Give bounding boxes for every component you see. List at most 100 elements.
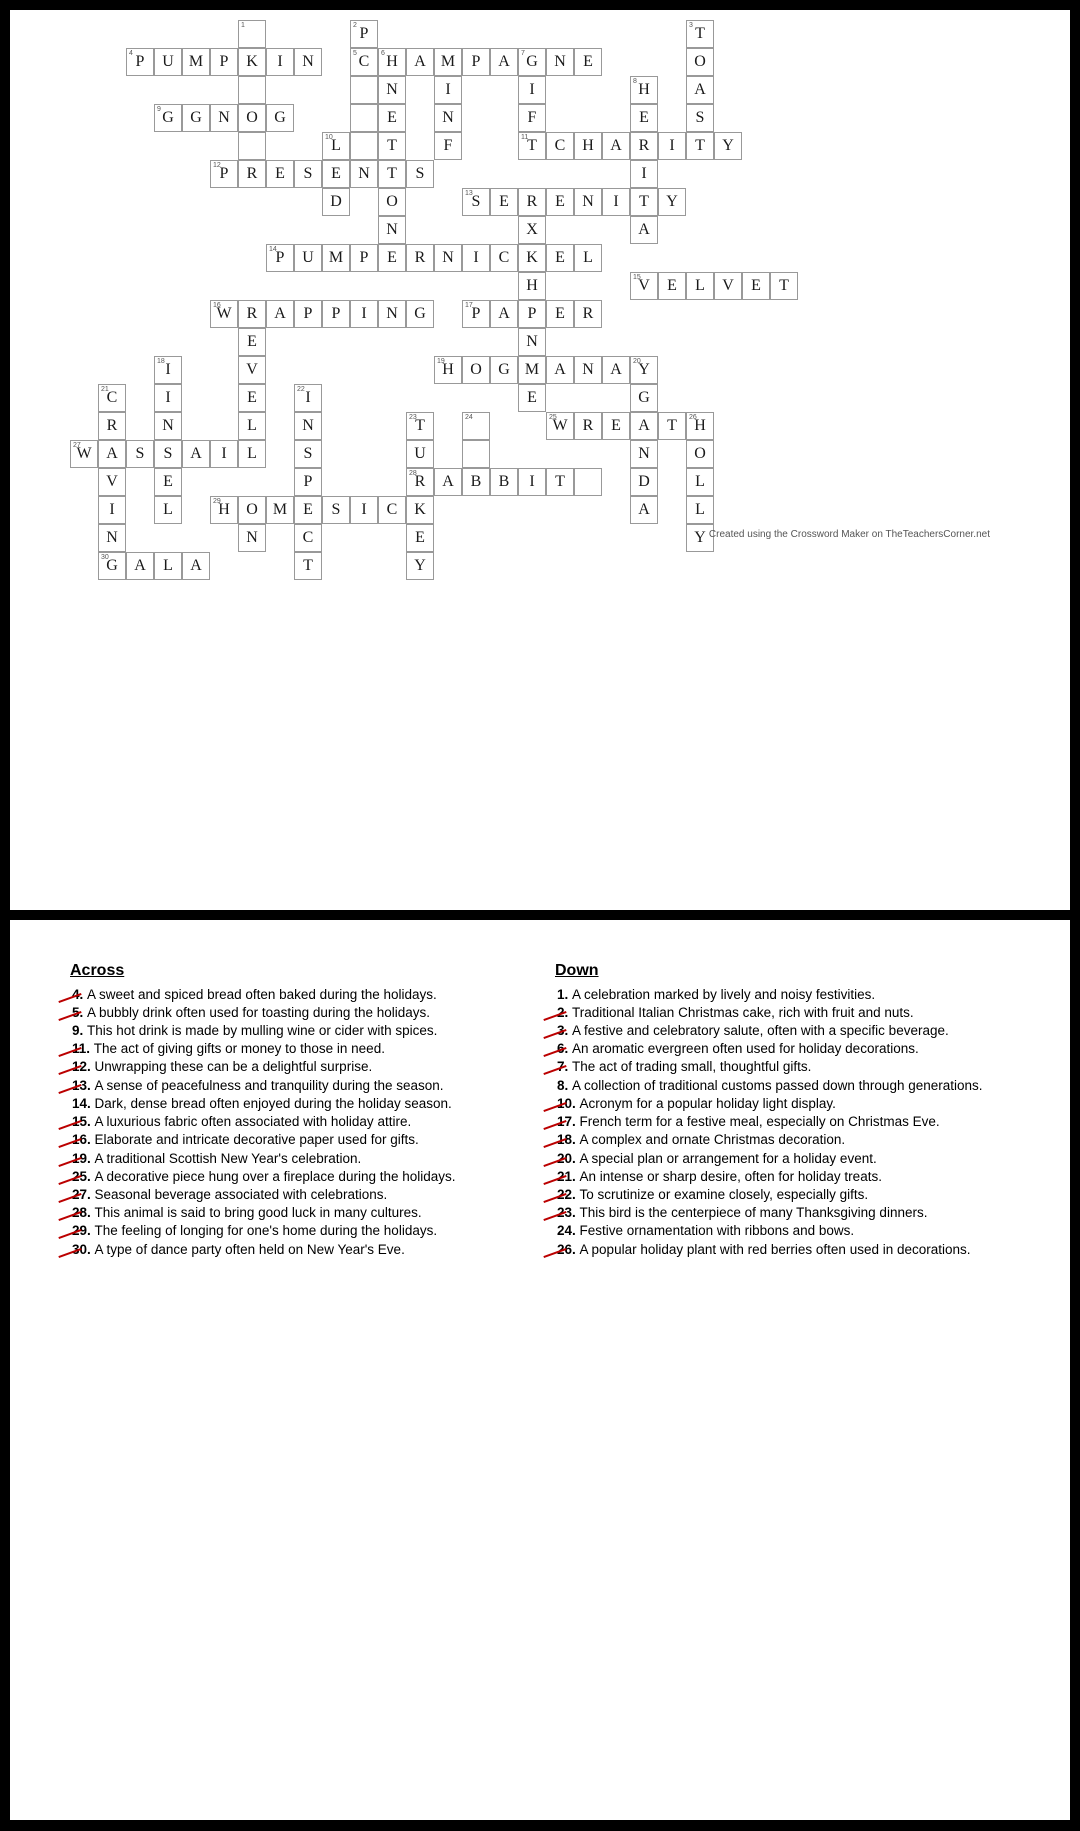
clue-text: A popular holiday plant with red berries… xyxy=(580,1242,971,1257)
crossword-cell: X xyxy=(518,216,546,244)
cell-letter: S xyxy=(304,445,313,463)
crossword-cell xyxy=(462,440,490,468)
crossword-cell: I xyxy=(210,440,238,468)
crossword-cell: N xyxy=(518,328,546,356)
clue-text: This animal is said to bring good luck i… xyxy=(95,1205,422,1220)
cell-letter: R xyxy=(247,305,258,323)
crossword-cell: N xyxy=(350,160,378,188)
cell-letter: H xyxy=(386,53,398,71)
crossword-cell: N xyxy=(434,244,462,272)
crossword-cell: E xyxy=(322,160,350,188)
clues-container: Across 4. A sweet and spiced bread often… xyxy=(70,960,1010,1259)
crossword-cell: 2P xyxy=(350,20,378,48)
crossword-cell: D xyxy=(630,468,658,496)
clue-number: 4. xyxy=(72,987,87,1002)
crossword-cell: 11T xyxy=(518,132,546,160)
crossword-cell xyxy=(238,132,266,160)
crossword-cell: O xyxy=(462,356,490,384)
cell-letter: H xyxy=(638,81,650,99)
cell-letter: H xyxy=(694,417,706,435)
cell-letter: K xyxy=(414,501,426,519)
clue-item: 13. A sense of peacefulness and tranquil… xyxy=(70,1077,525,1095)
cell-letter: P xyxy=(360,25,369,43)
cell-letter: E xyxy=(555,249,565,267)
crossword-cell: I xyxy=(658,132,686,160)
clue-text: A complex and ornate Christmas decoratio… xyxy=(580,1132,846,1147)
crossword-cell: R xyxy=(406,244,434,272)
crossword-cell: R xyxy=(574,300,602,328)
cell-letter: R xyxy=(415,473,426,491)
clue-item: 4. A sweet and spiced bread often baked … xyxy=(70,986,525,1004)
cell-letter: N xyxy=(442,109,454,127)
crossword-cell: N xyxy=(378,300,406,328)
crossword-cell: 6H xyxy=(378,48,406,76)
cell-letter: N xyxy=(162,417,174,435)
crossword-cell: S xyxy=(294,440,322,468)
crossword-cell: O xyxy=(686,48,714,76)
crossword-cell xyxy=(350,132,378,160)
cell-letter: U xyxy=(414,445,426,463)
crossword-cell: T xyxy=(378,132,406,160)
cell-letter: E xyxy=(387,109,397,127)
cell-letter: S xyxy=(416,165,425,183)
crossword-cell xyxy=(574,468,602,496)
clue-number: 29. xyxy=(72,1223,95,1238)
crossword-cell: P xyxy=(294,300,322,328)
cell-letter: N xyxy=(386,221,398,239)
cell-letter: E xyxy=(247,333,257,351)
crossword-cell: S xyxy=(294,160,322,188)
cell-letter: S xyxy=(696,109,705,127)
clue-text: A sense of peacefulness and tranquility … xyxy=(95,1078,444,1093)
cell-number: 18 xyxy=(157,358,165,365)
clue-text: An aromatic evergreen often used for hol… xyxy=(572,1041,919,1056)
clue-number: 21. xyxy=(557,1169,580,1184)
clue-item: 2. Traditional Italian Christmas cake, r… xyxy=(555,1004,1010,1022)
clue-item: 21. An intense or sharp desire, often fo… xyxy=(555,1168,1010,1186)
cell-letter: F xyxy=(444,137,453,155)
clue-item: 7. The act of trading small, thoughtful … xyxy=(555,1058,1010,1076)
crossword-cell: L xyxy=(154,552,182,580)
cell-letter: E xyxy=(527,389,537,407)
cell-letter: T xyxy=(415,417,425,435)
cell-letter: E xyxy=(583,53,593,71)
cell-letter: O xyxy=(470,361,482,379)
crossword-cell: E xyxy=(574,48,602,76)
cell-letter: K xyxy=(526,249,538,267)
cell-letter: I xyxy=(613,193,618,211)
cell-letter: P xyxy=(528,305,537,323)
crossword-cell: M xyxy=(518,356,546,384)
cell-letter: A xyxy=(134,557,146,575)
cell-letter: E xyxy=(247,389,257,407)
cell-number: 3 xyxy=(689,22,693,29)
cell-letter: V xyxy=(722,277,734,295)
cell-letter: Y xyxy=(414,557,426,575)
crossword-cell: 29H xyxy=(210,496,238,524)
cell-letter: G xyxy=(106,557,118,575)
clue-number: 19. xyxy=(72,1151,95,1166)
cell-letter: F xyxy=(528,109,537,127)
crossword-cell: 3T xyxy=(686,20,714,48)
cell-letter: N xyxy=(386,81,398,99)
cell-letter: A xyxy=(610,361,622,379)
cell-letter: R xyxy=(415,249,426,267)
cell-letter: L xyxy=(247,417,257,435)
clue-text: The act of giving gifts or money to thos… xyxy=(94,1041,385,1056)
crossword-cell: 20Y xyxy=(630,356,658,384)
clue-text: A special plan or arrangement for a holi… xyxy=(580,1151,877,1166)
crossword-cell: I xyxy=(518,76,546,104)
crossword-cell: E xyxy=(266,160,294,188)
cell-letter: L xyxy=(163,501,173,519)
cell-letter: P xyxy=(360,249,369,267)
clue-text: A bubbly drink often used for toasting d… xyxy=(87,1005,430,1020)
cell-letter: T xyxy=(527,137,537,155)
crossword-cell: V xyxy=(714,272,742,300)
crossword-cell: E xyxy=(154,468,182,496)
credit-text: Created using the Crossword Maker on The… xyxy=(709,529,990,540)
crossword-cell: N xyxy=(378,76,406,104)
cell-letter: I xyxy=(305,389,310,407)
cell-letter: N xyxy=(582,361,594,379)
crossword-cell: 23T xyxy=(406,412,434,440)
cell-letter: A xyxy=(190,557,202,575)
crossword-cell: T xyxy=(770,272,798,300)
clue-number: 10. xyxy=(557,1096,580,1111)
